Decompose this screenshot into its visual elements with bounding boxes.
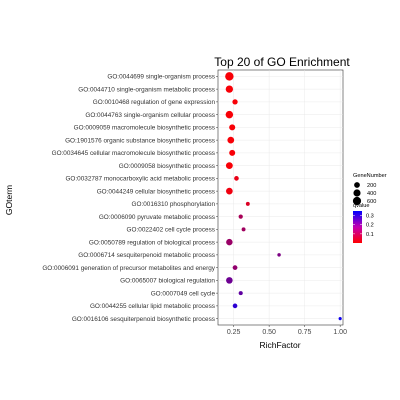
- size-legend-label: 400: [367, 191, 376, 197]
- y-tick-label: GO:0044710 single-organism metabolic pro…: [78, 86, 215, 93]
- data-point: [229, 149, 236, 156]
- x-tick-label: 1.00: [333, 329, 347, 336]
- data-point: [277, 253, 281, 257]
- data-point: [225, 162, 233, 170]
- data-point: [226, 277, 233, 284]
- color-legend-label: 0.3: [366, 214, 374, 220]
- y-tick-label: GO:0065007 biological regulation: [120, 278, 215, 285]
- color-legend: qvalue 0.3 0.2 0.1: [353, 203, 374, 243]
- size-legend-key: [353, 189, 361, 197]
- y-tick-label: GO:0034645 cellular macromolecule biosyn…: [52, 150, 215, 157]
- data-point: [226, 238, 233, 246]
- y-tick-label: GO:0022402 cell cycle process: [127, 227, 215, 234]
- data-point: [227, 136, 235, 144]
- y-tick-label: GO:0044763 single-organism cellular proc…: [85, 112, 215, 119]
- x-tick-label: 0.75: [298, 329, 312, 336]
- color-legend-title: qvalue: [353, 203, 369, 209]
- y-tick-label: GO:0016310 phosphorylation: [132, 201, 216, 208]
- plot-area: [217, 69, 344, 326]
- color-legend-label: 0.1: [366, 232, 374, 238]
- data-point: [229, 124, 236, 131]
- data-point: [238, 214, 243, 219]
- y-tick-label: GO:0044249 cellular biosynthetic process: [97, 188, 215, 195]
- y-tick-label: GO:1901576 organic substance biosyntheti…: [65, 137, 215, 144]
- size-legend-label: 200: [367, 183, 376, 189]
- y-tick-label: GO:0007049 cell cycle: [151, 290, 216, 297]
- y-axis-labels: GO:0044699 single-organism process GO:004…: [42, 74, 218, 323]
- qvalue-colorbar: [353, 211, 362, 243]
- y-tick-label: GO:0006714 sesquiterpenoid metabolic pro…: [78, 252, 215, 259]
- data-point: [238, 291, 243, 296]
- y-tick-label: GO:0006091 generation of precursor metab…: [42, 265, 215, 272]
- data-point: [225, 72, 234, 81]
- data-point: [232, 265, 238, 271]
- color-legend-label: 0.2: [366, 223, 374, 229]
- data-point: [338, 317, 342, 321]
- data-points: [225, 72, 342, 321]
- x-axis-ticks: 0.25 0.50 0.75 1.00: [227, 325, 347, 336]
- plot-panel: [217, 69, 344, 326]
- y-tick-label: GO:0009059 macromolecule biosynthetic pr…: [74, 125, 215, 132]
- data-point: [225, 85, 234, 93]
- y-tick-label: GO:0010468 regulation of gene expression: [93, 99, 216, 106]
- y-tick-label: GO:0006090 pyruvate metabolic process: [99, 214, 215, 221]
- data-point: [232, 99, 238, 105]
- x-tick-label: 0.50: [262, 329, 276, 336]
- size-legend-key: [352, 196, 362, 206]
- y-axis-title: GOterm: [4, 185, 14, 215]
- data-point: [241, 227, 246, 232]
- x-tick-label: 0.25: [227, 329, 241, 336]
- data-point: [226, 187, 233, 195]
- size-legend: GeneNumber 200 400 600: [352, 173, 387, 206]
- size-legend-label: 600: [367, 199, 376, 205]
- y-tick-label: GO:0044255 cellular lipid metabolic proc…: [90, 303, 215, 310]
- data-point: [232, 303, 238, 309]
- data-point: [245, 201, 250, 206]
- y-tick-label: GO:0032787 monocarboxylic acid metabolic…: [65, 176, 215, 183]
- size-legend-title: GeneNumber: [353, 173, 387, 179]
- y-tick-label: GO:0044699 single-organism process: [107, 74, 215, 81]
- data-point: [234, 176, 239, 181]
- y-tick-label: GO:0009058 biosynthetic process: [119, 163, 215, 170]
- data-point: [225, 110, 234, 119]
- x-axis-title: RichFactor: [259, 340, 300, 350]
- chart-title: Top 20 of GO Enrichment: [214, 55, 350, 69]
- y-tick-label: GO:0016106 sesquiterpenoid biosynthetic …: [72, 316, 215, 323]
- y-tick-label: GO:0050789 regulation of biological proc…: [89, 239, 215, 246]
- size-legend-key: [354, 182, 360, 188]
